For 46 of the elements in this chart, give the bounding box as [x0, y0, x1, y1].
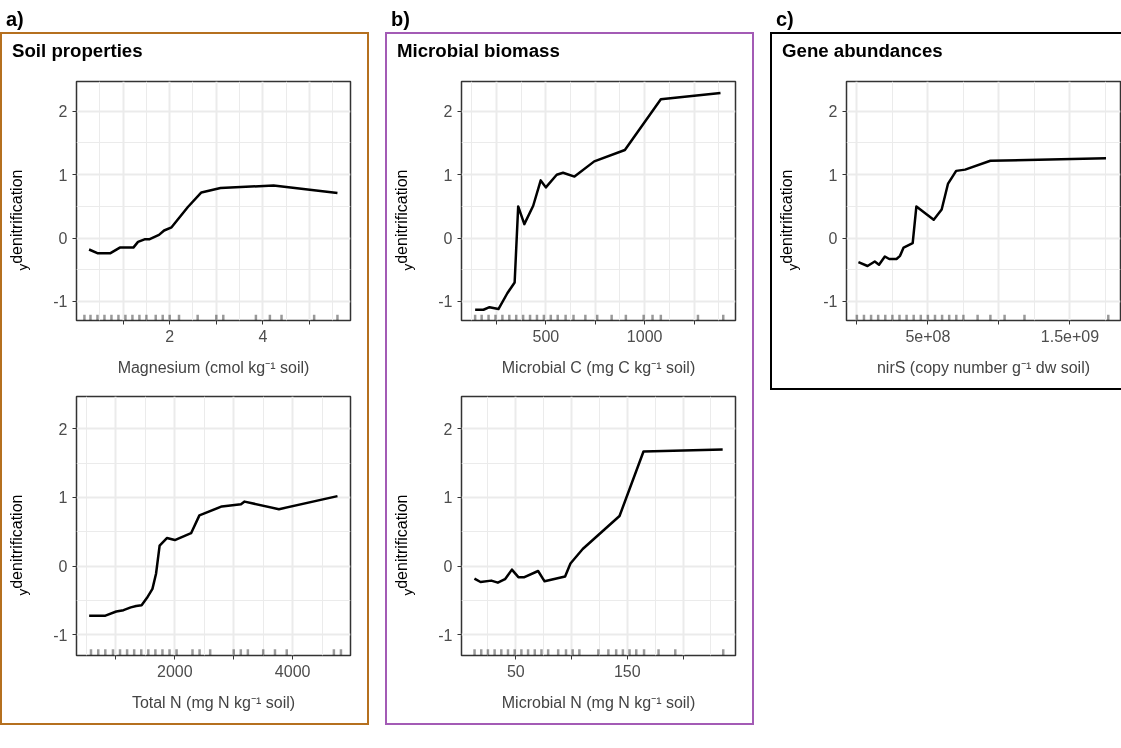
chart-title: Gene abundances — [782, 39, 943, 63]
x-tick-label: 4000 — [274, 662, 311, 680]
y-tick-label: 1 — [443, 166, 453, 184]
text: a) — [6, 7, 24, 32]
y-tick-label: 1 — [828, 166, 838, 184]
y-tick-label: 0 — [58, 230, 68, 248]
y-tick-label: 2 — [443, 103, 453, 121]
x-tick-label: 1.5e+09 — [1040, 327, 1100, 345]
y-tick-label: 2 — [828, 103, 838, 121]
x-axis-title: nirS (copy number g⁻¹ dw soil) — [876, 358, 1091, 376]
line-series — [87, 184, 339, 255]
x-tick-label: 150 — [613, 662, 641, 680]
y-tick-label: 1 — [58, 166, 68, 184]
y-tick-label: 2 — [443, 420, 453, 438]
text: b) — [391, 7, 410, 32]
y-tick-label: 0 — [828, 230, 838, 248]
x-axis-title: Microbial N (mg N kg⁻¹ soil) — [501, 693, 696, 711]
y-tick-label: 2 — [58, 103, 68, 121]
y-tick-label: -1 — [438, 293, 453, 311]
y-tick-label: 1 — [443, 489, 453, 507]
x-tick-label: 2000 — [157, 662, 193, 680]
y-tick-label: -1 — [438, 626, 453, 644]
x-axis-title: Microbial C (mg C kg⁻¹ soil) — [501, 358, 696, 376]
y-tick-label: 2 — [58, 420, 68, 438]
y-tick-label: 0 — [443, 230, 453, 248]
x-axis-title: Magnesium (cmol kg⁻¹ soil) — [117, 358, 310, 376]
text: c) — [776, 7, 794, 32]
y-tick-label: 0 — [58, 558, 68, 576]
x-tick-label: 500 — [532, 327, 560, 345]
y-tick-label: 0 — [443, 558, 453, 576]
x-tick-label: 50 — [506, 662, 525, 680]
y-tick-label: -1 — [53, 293, 68, 311]
line-series — [87, 494, 339, 617]
y-tick-label: 1 — [58, 489, 68, 507]
x-tick-label: 5e+08 — [905, 327, 951, 345]
chart-title: Microbial biomass — [397, 39, 560, 63]
x-tick-label: 1000 — [626, 327, 663, 345]
x-axis-title: Total N (mg N kg⁻¹ soil) — [131, 693, 296, 711]
line-series — [473, 448, 724, 584]
chart-title: Soil properties — [12, 39, 143, 63]
line-series — [473, 91, 722, 311]
line-series — [857, 156, 1108, 268]
y-tick-label: -1 — [53, 626, 68, 644]
x-tick-label: 2 — [165, 327, 175, 345]
x-tick-label: 4 — [258, 327, 268, 345]
y-tick-label: -1 — [823, 293, 838, 311]
